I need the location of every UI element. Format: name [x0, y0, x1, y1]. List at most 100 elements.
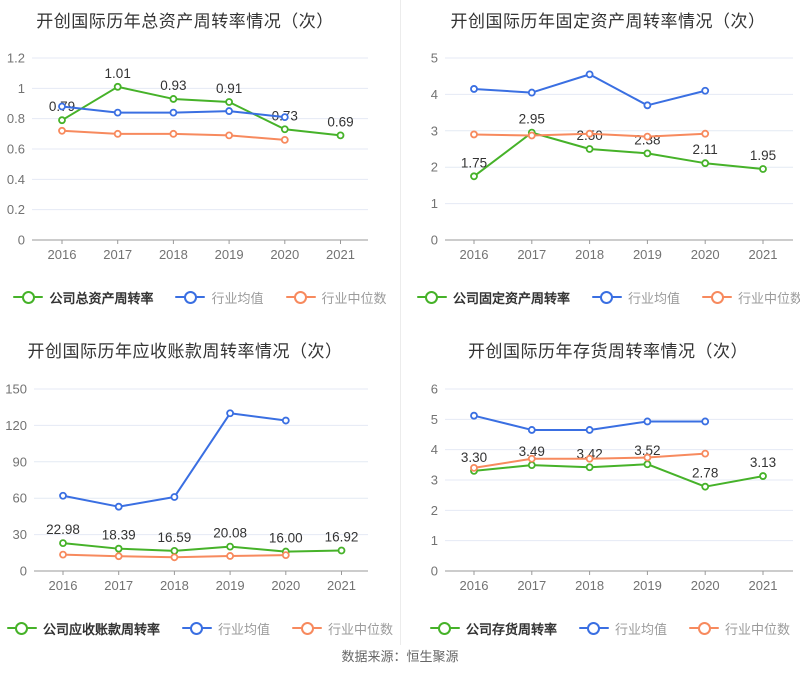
svg-text:2020: 2020: [270, 247, 299, 262]
svg-text:2020: 2020: [691, 247, 720, 262]
legend-label: 行业均值: [614, 621, 667, 637]
svg-text:0: 0: [431, 233, 438, 248]
plot-area: 0 0.2 0.4 0.6 0.8 1 1.2 2016 2017 2018 2019 2020 202…: [7, 51, 368, 262]
svg-text:0: 0: [20, 564, 27, 579]
svg-text:2021: 2021: [326, 247, 355, 262]
legend: 公司固定资产周转率 行业均值 行业中位数: [410, 288, 800, 307]
legend-label: 公司总资产周转率: [49, 290, 154, 306]
chart-title: 开创国际历年固定资产周转率情况（次）: [450, 12, 766, 31]
legend-label: 公司固定资产周转率: [452, 290, 570, 306]
legend-item-company[interactable]: 公司存货周转率: [429, 619, 557, 638]
legend-item-company[interactable]: 公司应收账款周转率: [6, 619, 160, 638]
legend: 公司总资产周转率 行业均值 行业中位数: [0, 288, 400, 307]
chart-total-asset-turnover: 开创国际历年总资产周转率情况（次） 0 0.2 0.4 0.6 0.8 1 1.2 2016 2…: [0, 0, 400, 330]
svg-text:20.08: 20.08: [213, 526, 247, 541]
legend-item-industry_avg[interactable]: 行业均值: [175, 288, 264, 307]
svg-text:0.91: 0.91: [216, 81, 242, 96]
svg-text:0.6: 0.6: [7, 142, 25, 157]
svg-text:2019: 2019: [633, 247, 662, 262]
svg-text:5: 5: [431, 412, 438, 427]
svg-text:2: 2: [431, 503, 438, 518]
legend-label: 行业中位数: [321, 290, 387, 306]
svg-text:2017: 2017: [104, 578, 133, 593]
legend-label: 行业均值: [217, 621, 270, 637]
plot-area: 0 30 60 90 120 150 2016 2017 2018 2019 2020 2021 22.…: [5, 382, 368, 593]
company-legend-marker-icon: [13, 290, 44, 304]
legend-item-industry_avg[interactable]: 行业均值: [578, 619, 667, 638]
legend-item-industry_avg[interactable]: 行业均值: [591, 288, 680, 307]
svg-text:150: 150: [5, 382, 27, 397]
source-note: 数据来源：恒生聚源: [341, 649, 459, 664]
chart-title: 开创国际历年应收账款周转率情况（次）: [27, 342, 343, 361]
svg-text:3: 3: [431, 473, 438, 488]
legend-label: 行业中位数: [738, 290, 800, 306]
svg-text:2016: 2016: [460, 578, 489, 593]
chart-receivables-turnover: 开创国际历年应收账款周转率情况（次） 0 30 60 90 120 150 2016 2017…: [0, 330, 400, 645]
svg-text:1.2: 1.2: [7, 51, 25, 66]
svg-text:3.13: 3.13: [750, 455, 776, 470]
svg-text:2: 2: [431, 160, 438, 175]
svg-text:2020: 2020: [691, 578, 720, 593]
svg-text:2019: 2019: [633, 578, 662, 593]
svg-text:22.98: 22.98: [46, 522, 80, 537]
svg-text:0.93: 0.93: [160, 78, 186, 93]
svg-text:90: 90: [13, 454, 27, 469]
svg-text:5: 5: [431, 51, 438, 66]
svg-text:3.52: 3.52: [634, 443, 660, 458]
legend-item-industry_avg[interactable]: 行业均值: [181, 619, 270, 638]
industry_median-legend-marker-icon: [702, 290, 732, 304]
svg-text:3: 3: [431, 123, 438, 138]
svg-text:2018: 2018: [575, 578, 604, 593]
svg-text:0.8: 0.8: [7, 111, 25, 126]
legend: 公司存货周转率 行业均值 行业中位数: [410, 619, 800, 638]
svg-text:1.95: 1.95: [750, 148, 776, 163]
svg-text:2016: 2016: [460, 247, 489, 262]
industry_avg-legend-marker-icon: [578, 621, 609, 635]
legend-item-industry_median[interactable]: 行业中位数: [292, 619, 393, 638]
svg-text:2019: 2019: [216, 578, 245, 593]
svg-text:2019: 2019: [215, 247, 244, 262]
company-legend-marker-icon: [6, 621, 37, 635]
company-legend-marker-icon: [429, 621, 460, 635]
svg-text:2016: 2016: [49, 578, 78, 593]
svg-text:2018: 2018: [159, 247, 188, 262]
svg-text:2.95: 2.95: [519, 112, 545, 127]
industry_avg-legend-marker-icon: [181, 621, 212, 635]
svg-text:0: 0: [18, 233, 25, 248]
svg-text:1: 1: [431, 533, 438, 548]
svg-text:0.4: 0.4: [7, 172, 25, 187]
svg-text:1.01: 1.01: [105, 66, 131, 81]
industry_median-legend-marker-icon: [689, 621, 719, 635]
svg-text:0.2: 0.2: [7, 202, 25, 217]
svg-text:3.30: 3.30: [461, 450, 487, 465]
svg-text:0: 0: [431, 564, 438, 579]
legend-item-company[interactable]: 公司总资产周转率: [13, 288, 153, 307]
svg-text:16.92: 16.92: [325, 529, 359, 544]
chart-title: 开创国际历年总资产周转率情况（次）: [36, 12, 334, 31]
svg-text:60: 60: [13, 491, 27, 506]
legend-label: 行业中位数: [328, 621, 394, 637]
plot-area: 0 1 2 3 4 5 2016 2017 2018 2019 2020 2021 1.75 2.95 2.…: [431, 51, 793, 262]
legend-item-industry_median[interactable]: 行业中位数: [689, 619, 790, 638]
svg-text:2020: 2020: [271, 578, 300, 593]
legend: 公司应收账款周转率 行业均值 行业中位数: [0, 619, 400, 638]
chart-fixed-asset-turnover: 开创国际历年固定资产周转率情况（次） 0 1 2 3 4 5 2016 2017 2018 201…: [400, 0, 800, 330]
svg-text:120: 120: [5, 418, 27, 433]
legend-label: 公司应收账款周转率: [42, 621, 160, 637]
legend-item-company[interactable]: 公司固定资产周转率: [416, 288, 570, 307]
svg-text:3.42: 3.42: [576, 446, 602, 461]
svg-text:2017: 2017: [103, 247, 132, 262]
svg-text:6: 6: [431, 382, 438, 397]
chart-title: 开创国际历年存货周转率情况（次）: [468, 342, 748, 361]
industry_avg-legend-marker-icon: [175, 290, 206, 304]
legend-label: 公司存货周转率: [465, 621, 557, 637]
legend-label: 行业均值: [211, 290, 264, 306]
svg-text:2021: 2021: [327, 578, 356, 593]
industry_median-legend-marker-icon: [285, 290, 316, 304]
chart-inventory-turnover: 开创国际历年存货周转率情况（次） 0 1 2 3 4 5 6 2016 2017 2018 2019…: [400, 330, 800, 645]
svg-text:3.49: 3.49: [519, 444, 545, 459]
legend-item-industry_median[interactable]: 行业中位数: [285, 288, 387, 307]
legend-item-industry_median[interactable]: 行业中位数: [702, 288, 800, 307]
svg-text:30: 30: [13, 527, 27, 542]
column-divider: [400, 0, 401, 645]
